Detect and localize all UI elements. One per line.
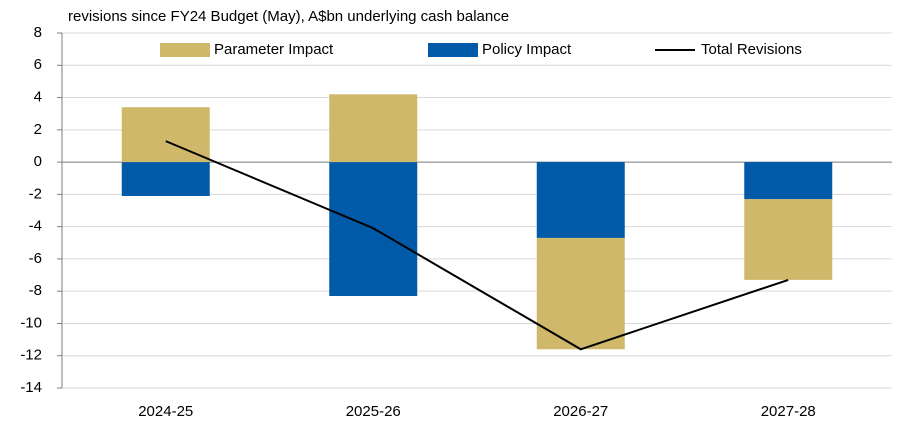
y-tick-label: -4 — [29, 218, 42, 235]
bar — [121, 162, 210, 196]
y-tick-label: -10 — [20, 314, 42, 331]
legend-label: Policy Impact — [482, 41, 572, 58]
chart-title: revisions since FY24 Budget (May), A$bn … — [68, 8, 509, 25]
x-tick-label: 2024-25 — [138, 403, 193, 420]
bar — [536, 237, 625, 350]
bar — [744, 199, 833, 280]
line — [165, 140, 789, 351]
bar — [744, 162, 833, 200]
bar — [329, 94, 418, 163]
x-tick-label: 2027-28 — [761, 403, 816, 420]
y-tick-label: -8 — [29, 282, 42, 299]
y-tick-label: 4 — [34, 89, 42, 106]
y-tick-label: -2 — [29, 185, 42, 202]
y-tick-label: 6 — [34, 56, 42, 73]
legend-label: Total Revisions — [701, 41, 802, 58]
legend-swatch — [428, 43, 478, 57]
legend-label: Parameter Impact — [214, 41, 334, 58]
x-tick-label: 2026-27 — [553, 403, 608, 420]
y-tick-label: 0 — [34, 153, 42, 170]
y-tick-label: 2 — [34, 121, 42, 138]
legend-swatch — [160, 43, 210, 57]
y-tick-label: -6 — [29, 250, 42, 267]
bar — [536, 162, 625, 238]
y-tick-label: -14 — [20, 379, 42, 396]
y-tick-label: 8 — [34, 24, 42, 41]
x-tick-label: 2025-26 — [346, 403, 401, 420]
y-tick-label: -12 — [20, 347, 42, 364]
